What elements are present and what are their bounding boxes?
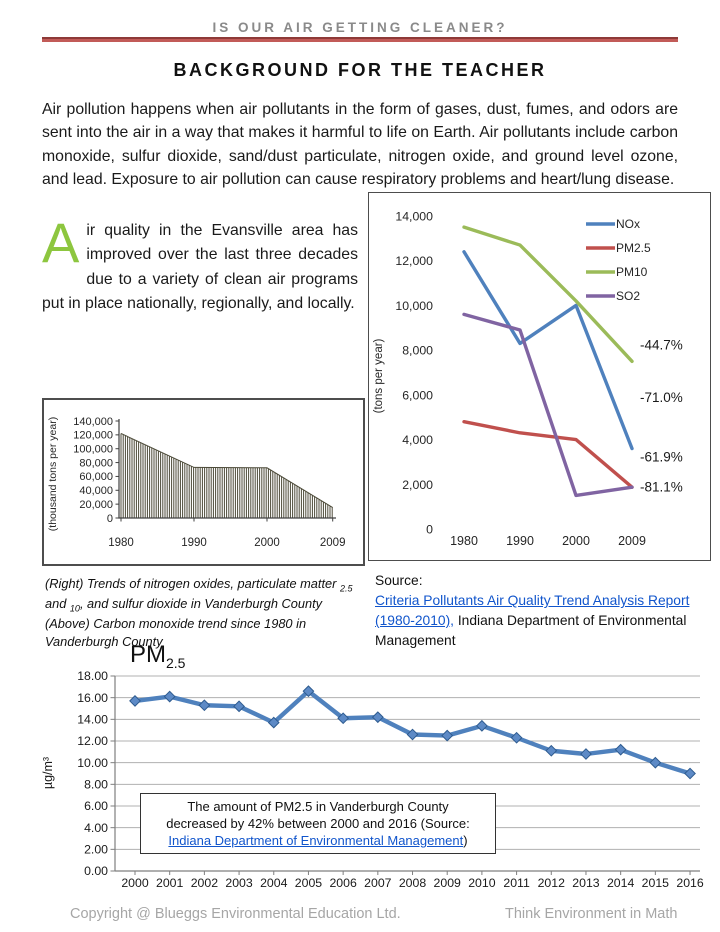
highlight-text: ir quality in the Evansville area has im… [42,222,358,313]
idem-link[interactable]: Indiana Department of Environmental Mana… [168,833,464,849]
pollutant-trend-chart-svg: 0 2,000 4,000 6,000 8,000 10,000 12,000 14,000 (… [373,210,683,549]
svg-text:2009: 2009 [434,876,462,890]
chart-caption: (Right) Trends of nitrogen oxides, parti… [45,576,353,650]
svg-text:2003: 2003 [225,876,253,890]
svg-text:2004: 2004 [260,876,288,890]
svg-text:1990: 1990 [506,534,534,548]
svg-text:4.00: 4.00 [84,821,108,835]
pollutant-trend-chart: 0 2,000 4,000 6,000 8,000 10,000 12,000 14,000 (… [368,192,711,561]
svg-text:2001: 2001 [156,876,184,890]
source-suffix: Indiana Department of Environmental Mana… [375,613,687,648]
page-header-title: IS OUR AIR GETTING CLEANER? [212,20,508,35]
svg-text:40,000: 40,000 [79,485,113,497]
svg-text:16.00: 16.00 [77,691,108,705]
svg-text:1980: 1980 [108,537,134,549]
svg-text:2000: 2000 [562,534,590,548]
svg-text:2008: 2008 [399,876,427,890]
svg-text:2006: 2006 [329,876,357,890]
svg-text:2012: 2012 [538,876,566,890]
svg-text:120,000: 120,000 [73,430,113,442]
svg-text:2.00: 2.00 [84,843,108,857]
svg-text:2005: 2005 [295,876,323,890]
svg-text:(thousand tons per year): (thousand tons per year) [47,417,59,531]
svg-text:-61.9%: -61.9% [640,449,683,464]
source-report-link[interactable]: Criteria Pollutants Air Quality Trend An… [375,593,690,628]
svg-text:-71.0%: -71.0% [640,390,683,405]
svg-text:80,000: 80,000 [79,457,113,469]
svg-text:4,000: 4,000 [402,433,433,447]
svg-text:18.00: 18.00 [77,669,108,683]
svg-text:1990: 1990 [181,537,207,549]
svg-text:140,000: 140,000 [73,416,113,428]
svg-text:-81.1%: -81.1% [640,480,683,495]
svg-text:µg/m³: µg/m³ [41,757,55,789]
svg-text:2010: 2010 [468,876,496,890]
svg-text:12,000: 12,000 [395,254,433,268]
svg-text:(tons per year): (tons per year) [373,338,385,413]
svg-text:2009: 2009 [320,537,346,549]
svg-text:8,000: 8,000 [402,344,433,358]
svg-text:0.00: 0.00 [84,864,108,878]
source-block: Source: Criteria Pollutants Air Quality … [375,571,707,651]
svg-text:14,000: 14,000 [395,210,433,224]
source-label: Source: [375,573,423,588]
pm25-chart-svg: 0.00 2.00 4.00 6.00 8.00 10.00 12.00 14.00 16.00… [41,669,704,890]
svg-text:2000: 2000 [254,537,280,549]
svg-text:0: 0 [426,523,433,537]
svg-text:2009: 2009 [618,534,646,548]
svg-text:14.00: 14.00 [77,713,108,727]
svg-text:10.00: 10.00 [77,756,108,770]
svg-text:60,000: 60,000 [79,471,113,483]
pm25-annotation: The amount of PM2.5 in Vanderburgh Count… [140,793,496,855]
drop-cap: A [42,211,80,274]
co-trend-chart: 0 20,000 40,000 60,000 80,000 100,000 120,000 1… [42,398,365,566]
svg-text:2013: 2013 [572,876,600,890]
svg-text:0: 0 [107,513,113,525]
pm25-chart-title: PM2.5 [130,641,186,671]
footer-tagline: Think Environment in Math [505,906,678,922]
svg-text:PM10: PM10 [616,265,648,279]
svg-text:1980: 1980 [450,534,478,548]
footer-copyright: Copyright @ Blueggs Environmental Educat… [70,906,401,922]
svg-text:2014: 2014 [607,876,635,890]
svg-text:2011: 2011 [503,876,530,890]
svg-text:-44.7%: -44.7% [640,338,683,353]
svg-text:12.00: 12.00 [77,734,108,748]
svg-text:PM2.5: PM2.5 [616,241,651,255]
svg-text:8.00: 8.00 [84,778,108,792]
svg-text:2002: 2002 [191,876,219,890]
svg-text:6.00: 6.00 [84,799,108,813]
section-title: BACKGROUND FOR THE TEACHER [173,60,547,80]
svg-text:2016: 2016 [676,876,704,890]
svg-text:NOx: NOx [616,217,640,231]
svg-text:10,000: 10,000 [395,299,433,313]
svg-text:100,000: 100,000 [73,444,113,456]
intro-paragraph: Air pollution happens when air pollutant… [42,101,678,189]
svg-text:2015: 2015 [642,876,670,890]
svg-text:2,000: 2,000 [402,478,433,492]
svg-text:6,000: 6,000 [402,388,433,402]
svg-text:SO2: SO2 [616,289,640,303]
svg-text:2000: 2000 [121,876,149,890]
svg-text:20,000: 20,000 [79,499,113,511]
header-rule [42,37,678,42]
svg-text:2007: 2007 [364,876,392,890]
